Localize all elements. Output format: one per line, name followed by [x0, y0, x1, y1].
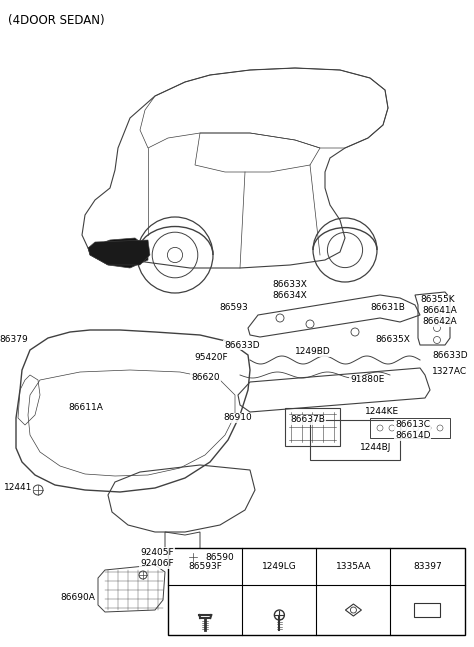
- Text: 86593F: 86593F: [188, 562, 222, 571]
- Polygon shape: [88, 240, 150, 265]
- Text: 92405F
92406F: 92405F 92406F: [140, 548, 173, 567]
- Text: 86633D: 86633D: [224, 340, 260, 349]
- Text: 83397: 83397: [413, 562, 442, 571]
- Text: 95420F: 95420F: [194, 353, 228, 362]
- Text: 86631B: 86631B: [370, 303, 405, 313]
- Text: 1249BD: 1249BD: [295, 347, 331, 356]
- Text: 86641A
86642A: 86641A 86642A: [422, 306, 457, 325]
- Bar: [414, 603, 440, 617]
- Text: 86635X: 86635X: [375, 336, 410, 344]
- Text: 86633X
86634X: 86633X 86634X: [272, 280, 307, 300]
- Text: 12441: 12441: [4, 483, 32, 492]
- Bar: [285, 408, 340, 446]
- Text: 91880E: 91880E: [350, 375, 384, 384]
- Text: 86620: 86620: [191, 373, 220, 382]
- Text: 86637B: 86637B: [290, 415, 325, 424]
- Text: 86355K: 86355K: [420, 296, 455, 305]
- Text: 86611A: 86611A: [68, 404, 103, 413]
- Text: 86910: 86910: [223, 413, 252, 422]
- Bar: [168, 548, 465, 635]
- Bar: [370, 418, 450, 438]
- Text: 1249LG: 1249LG: [262, 562, 297, 571]
- Text: 86633D: 86633D: [432, 351, 468, 360]
- Bar: [310, 420, 400, 460]
- Text: 86590: 86590: [205, 553, 234, 562]
- Text: 86613C
86614D: 86613C 86614D: [395, 421, 430, 440]
- Text: 1244KE: 1244KE: [365, 408, 399, 417]
- Text: 86593: 86593: [219, 303, 248, 313]
- Text: 1244BJ: 1244BJ: [360, 443, 392, 452]
- Text: (4DOOR SEDAN): (4DOOR SEDAN): [8, 14, 105, 27]
- Text: 86379: 86379: [0, 336, 28, 344]
- Text: 86690A: 86690A: [60, 593, 95, 602]
- Polygon shape: [88, 238, 148, 268]
- Text: 1327AC: 1327AC: [432, 367, 467, 377]
- Text: 1335AA: 1335AA: [336, 562, 371, 571]
